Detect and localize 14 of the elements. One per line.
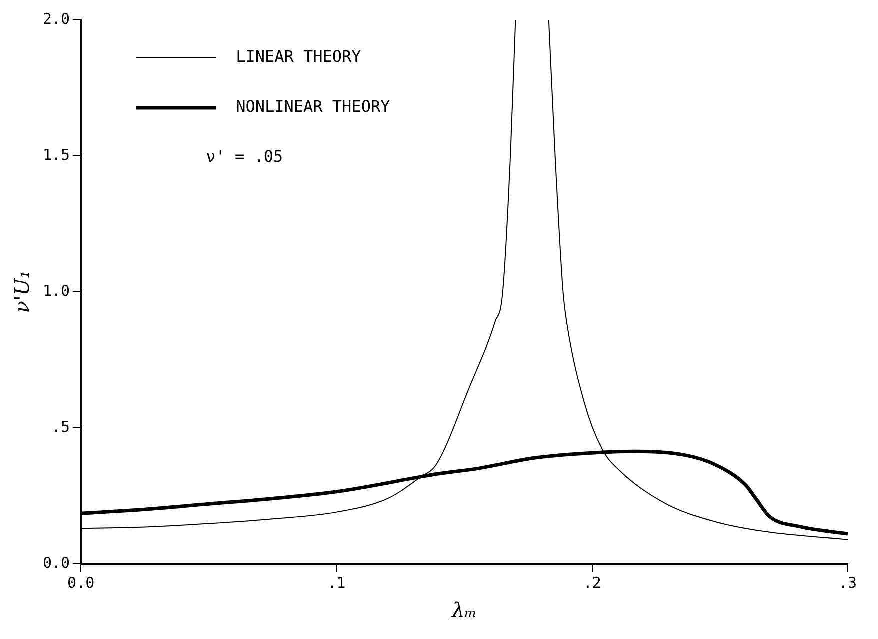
legend-label: NONLINEAR THEORY [236, 97, 391, 116]
y-axis-title: ν'U₁ [10, 270, 34, 314]
y-tick-label: 0.0 [43, 554, 70, 572]
x-tick-label: .2 [583, 574, 602, 592]
legend-label: LINEAR THEORY [236, 47, 362, 66]
annotation: ν' = .05 [206, 147, 284, 166]
y-tick-label: 1.5 [43, 146, 70, 164]
x-tick-label: .1 [328, 574, 346, 592]
y-tick-label: 2.0 [43, 10, 70, 28]
x-tick-label: 0.0 [68, 574, 95, 592]
y-tick-label: 1.0 [43, 282, 70, 300]
y-tick-label: .5 [52, 418, 70, 436]
x-axis-title: λₘ [451, 598, 478, 622]
x-tick-label: .3 [838, 574, 858, 592]
